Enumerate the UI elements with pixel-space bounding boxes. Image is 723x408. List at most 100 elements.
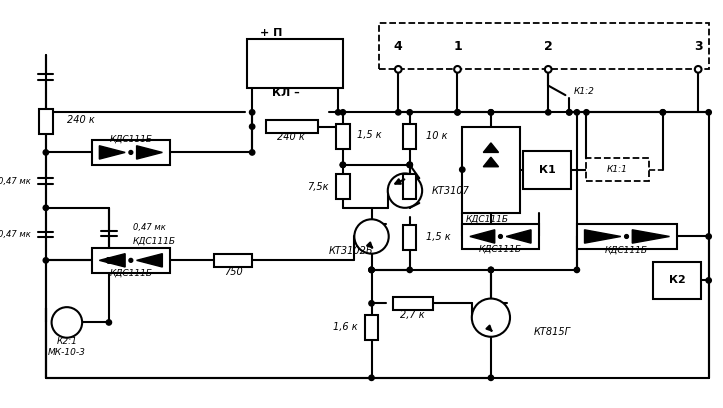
Circle shape bbox=[460, 167, 465, 172]
Text: КДС111Б: КДС111Б bbox=[605, 245, 648, 254]
Text: КТ3102Б: КТ3102Б bbox=[328, 246, 373, 256]
Circle shape bbox=[407, 162, 412, 168]
Bar bbox=[393, 297, 432, 310]
Circle shape bbox=[407, 162, 412, 168]
Bar bbox=[379, 24, 709, 69]
Circle shape bbox=[249, 150, 254, 155]
Text: 750: 750 bbox=[223, 267, 242, 277]
Circle shape bbox=[488, 267, 494, 273]
Text: КДС111Б: КДС111Б bbox=[466, 215, 509, 224]
Text: КДС111Б: КДС111Б bbox=[133, 237, 176, 246]
Circle shape bbox=[249, 110, 254, 115]
Circle shape bbox=[660, 110, 665, 115]
Text: КДС111Б: КДС111Б bbox=[109, 268, 153, 277]
Bar bbox=[365, 315, 378, 339]
Circle shape bbox=[43, 150, 48, 155]
Bar bbox=[214, 254, 252, 267]
Text: КТ3107: КТ3107 bbox=[432, 186, 469, 195]
Circle shape bbox=[341, 162, 346, 168]
Circle shape bbox=[395, 110, 401, 115]
Bar bbox=[403, 174, 416, 199]
Circle shape bbox=[583, 110, 589, 115]
Bar bbox=[403, 124, 416, 149]
Bar bbox=[92, 248, 170, 273]
Text: 2,7 к: 2,7 к bbox=[401, 310, 425, 320]
Circle shape bbox=[369, 375, 375, 381]
Text: 1,5 к: 1,5 к bbox=[426, 233, 450, 242]
Circle shape bbox=[472, 299, 510, 337]
Circle shape bbox=[407, 267, 412, 273]
Text: К2:1: К2:1 bbox=[56, 337, 77, 346]
Circle shape bbox=[706, 278, 711, 283]
Circle shape bbox=[488, 267, 494, 273]
Circle shape bbox=[106, 258, 111, 263]
Text: 3: 3 bbox=[694, 40, 703, 53]
Bar bbox=[577, 224, 677, 249]
Text: К1:2: К1:2 bbox=[574, 87, 595, 96]
Circle shape bbox=[249, 124, 254, 129]
Circle shape bbox=[369, 267, 375, 273]
Bar bbox=[336, 174, 349, 199]
Circle shape bbox=[51, 307, 82, 338]
Text: КЛ –: КЛ – bbox=[272, 88, 299, 98]
Bar bbox=[92, 140, 170, 165]
Polygon shape bbox=[137, 254, 163, 267]
Circle shape bbox=[341, 162, 346, 168]
Text: К2: К2 bbox=[669, 275, 685, 286]
Circle shape bbox=[567, 110, 572, 115]
Circle shape bbox=[129, 258, 133, 262]
Text: 7,5к: 7,5к bbox=[307, 182, 328, 192]
Text: К1:1: К1:1 bbox=[607, 165, 628, 174]
Text: КДС111Б: КДС111Б bbox=[479, 244, 522, 253]
Circle shape bbox=[106, 258, 111, 263]
Circle shape bbox=[574, 267, 580, 273]
Circle shape bbox=[43, 205, 48, 211]
Text: 240 к: 240 к bbox=[278, 132, 305, 142]
Bar bbox=[462, 224, 539, 249]
Circle shape bbox=[454, 66, 461, 73]
Text: + П: + П bbox=[260, 28, 283, 38]
Bar bbox=[654, 262, 701, 299]
Bar bbox=[523, 151, 571, 189]
Circle shape bbox=[369, 267, 375, 273]
Polygon shape bbox=[99, 254, 125, 267]
Circle shape bbox=[567, 110, 572, 115]
Text: К1: К1 bbox=[539, 164, 556, 175]
Text: 0,47 мк: 0,47 мк bbox=[0, 177, 30, 186]
Circle shape bbox=[545, 66, 552, 73]
Polygon shape bbox=[584, 230, 621, 243]
Bar bbox=[39, 109, 53, 134]
Polygon shape bbox=[470, 230, 495, 243]
Polygon shape bbox=[137, 146, 163, 159]
Circle shape bbox=[395, 66, 401, 73]
Text: 4: 4 bbox=[394, 40, 403, 53]
Text: 2: 2 bbox=[544, 40, 552, 53]
Bar bbox=[265, 120, 318, 133]
Bar bbox=[462, 126, 520, 213]
Circle shape bbox=[455, 110, 460, 115]
Polygon shape bbox=[506, 230, 531, 243]
Circle shape bbox=[660, 110, 665, 115]
Circle shape bbox=[574, 110, 580, 115]
Text: 0,47 мк: 0,47 мк bbox=[133, 223, 166, 233]
Text: 240 к: 240 к bbox=[67, 115, 95, 125]
Circle shape bbox=[341, 110, 346, 115]
Text: КТ815Г: КТ815Г bbox=[534, 327, 571, 337]
Text: 1: 1 bbox=[453, 40, 462, 53]
Text: МК-10-3: МК-10-3 bbox=[48, 348, 86, 357]
Circle shape bbox=[407, 110, 412, 115]
Text: 1,6 к: 1,6 к bbox=[333, 322, 357, 332]
Circle shape bbox=[455, 110, 460, 115]
Circle shape bbox=[706, 234, 711, 239]
Text: 0,47 мк: 0,47 мк bbox=[0, 230, 30, 239]
Circle shape bbox=[488, 110, 494, 115]
Circle shape bbox=[369, 267, 375, 273]
Circle shape bbox=[369, 301, 375, 306]
Polygon shape bbox=[483, 143, 499, 153]
Circle shape bbox=[335, 110, 341, 115]
Circle shape bbox=[625, 235, 628, 238]
Polygon shape bbox=[633, 230, 669, 243]
Circle shape bbox=[129, 151, 133, 154]
Bar bbox=[586, 158, 649, 181]
Text: 10 к: 10 к bbox=[426, 131, 448, 141]
